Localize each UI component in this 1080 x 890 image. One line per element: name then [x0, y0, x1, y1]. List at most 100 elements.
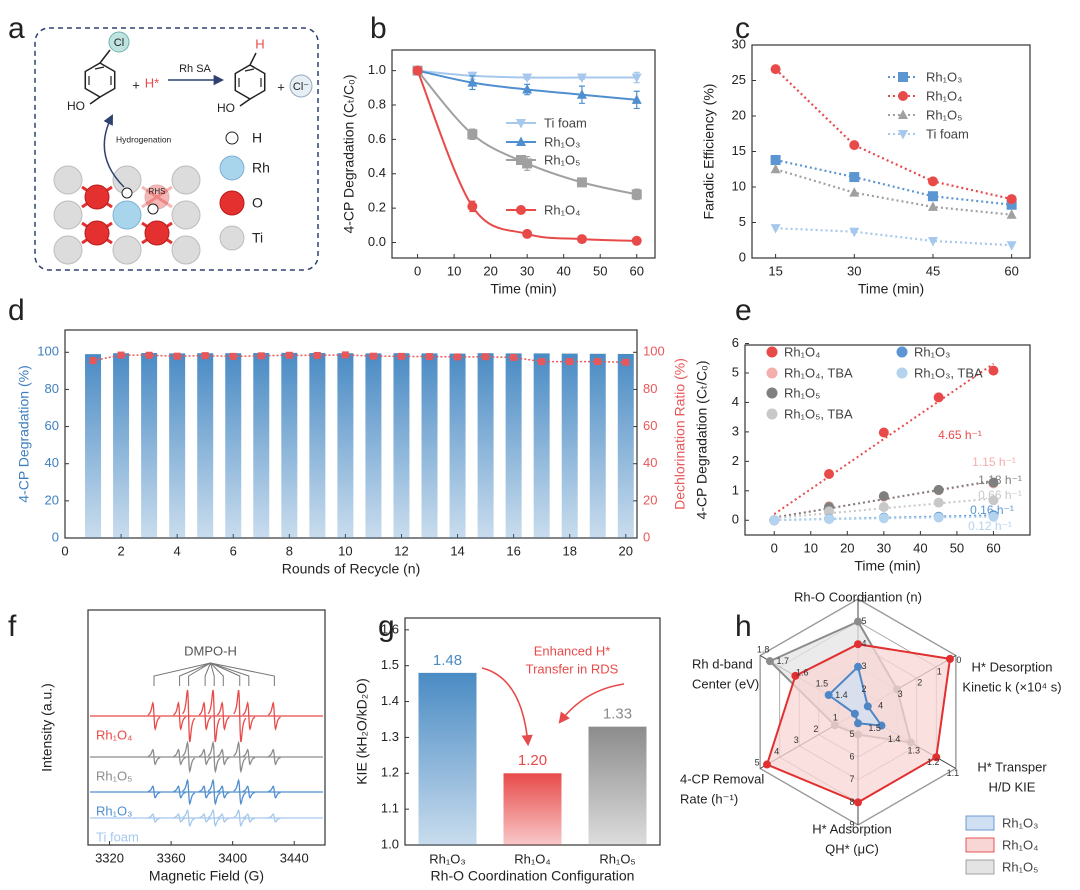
radar-point — [854, 662, 862, 671]
epr-peak — [267, 701, 281, 731]
legend-label: Rh₁O₃ — [914, 344, 950, 359]
y-tick-label: 1.2 — [381, 765, 399, 780]
x-axis-label: Time (min) — [858, 281, 924, 297]
epr-peak — [242, 785, 256, 799]
marker — [896, 346, 908, 358]
ti-atom — [53, 200, 83, 230]
x-tick-label: 40 — [556, 263, 570, 278]
marker — [426, 353, 434, 361]
y-tick-label: 80 — [45, 381, 59, 396]
epr-peak — [233, 689, 247, 743]
legend-label: Rh₁O₄, TBA — [784, 365, 853, 380]
bar — [477, 353, 494, 538]
y-tick-label: 30 — [732, 36, 746, 51]
radar-tick-label: 6 — [861, 593, 866, 603]
marker — [631, 189, 642, 200]
legend-label: Rh₁O₃ — [926, 69, 962, 84]
atom-label: H — [255, 36, 264, 51]
legend-label: Rh₁O₃ — [1002, 815, 1038, 830]
o-atom — [84, 184, 110, 210]
x-tick-label: 50 — [593, 263, 607, 278]
bond — [239, 98, 251, 107]
marker — [467, 201, 478, 212]
legend-label: Rh₁O₅ — [1002, 859, 1038, 874]
legend-swatch — [219, 190, 245, 216]
rate-label: 0.12 h⁻¹ — [968, 519, 1012, 533]
ti-atom — [171, 235, 201, 265]
radar-tick-label: 1.5 — [868, 723, 881, 733]
hydrogenation-arrow — [103, 114, 125, 188]
epr-peak — [216, 701, 230, 731]
o-atom — [144, 220, 170, 246]
o-atom — [84, 220, 110, 246]
plot-frame — [87, 609, 326, 846]
epr-peak — [147, 785, 161, 799]
series-line — [92, 354, 626, 364]
annotation-line — [210, 662, 224, 686]
annotation-line — [210, 662, 241, 686]
panel-h: h 2 3 4 5 6 4 3 2 1 0 1.5 1.4 1.3 1.2 1.1 5 6 7 8 9 1 2 3 4 5 1.4 1… — [680, 589, 1062, 874]
legend-label: Rh₁O₅, TBA — [784, 406, 853, 421]
series-line — [775, 227, 1012, 247]
marker — [510, 353, 518, 361]
radar-tick-label: 5 — [755, 758, 760, 768]
radar-axis-label: H* Desorption — [972, 659, 1053, 674]
value-label: 1.20 — [518, 752, 547, 769]
y2-tick-label: 40 — [643, 455, 657, 470]
legend-label: H — [252, 130, 262, 146]
epr-peak — [217, 813, 230, 823]
panel-c: c 15 30 45 60 0 5 10 15 20 25 30 Time (min) Faradic E… — [701, 12, 1031, 297]
panel-letter: f — [8, 610, 17, 643]
radar-point — [854, 798, 862, 807]
marker — [898, 109, 908, 119]
y-tick-label: 2 — [732, 453, 739, 468]
y-axis-label: 4-CP Degradation (Cₜ/C₀) — [694, 360, 710, 519]
radar-point — [854, 617, 862, 626]
legend-label: Rh₁O₃ — [544, 134, 580, 149]
series-label: Ti foam — [96, 829, 139, 844]
bar — [418, 672, 477, 845]
legend-label: Rh₁O₄ — [784, 344, 820, 359]
radar-axis-label: H* Transper — [977, 759, 1047, 774]
radar-axis-label: H/D KIE — [989, 779, 1036, 794]
radar-tick-label: 4 — [861, 639, 866, 649]
bar — [309, 353, 326, 538]
bar — [365, 353, 382, 538]
y-tick-label: 1.6 — [381, 621, 399, 636]
epr-peak — [147, 701, 161, 731]
marker — [257, 352, 265, 360]
chloride-ion — [289, 74, 313, 98]
radar-tick-label: 1 — [937, 666, 942, 676]
rate-label: 4.65 h⁻¹ — [938, 428, 982, 442]
bar — [503, 773, 562, 845]
radar-axis-label: Center (eV) — [692, 676, 759, 691]
y-tick-label: 20 — [45, 492, 59, 507]
y-tick-label: 1.0 — [368, 62, 386, 77]
bar — [85, 354, 102, 538]
marker — [313, 351, 321, 359]
x-tick-label: Rh₁O₄ — [514, 851, 550, 866]
bar — [337, 353, 354, 538]
fit-line — [774, 515, 994, 522]
y-tick-label: 0.2 — [368, 200, 386, 215]
bond — [99, 49, 111, 64]
atom-label: Cl — [114, 37, 124, 49]
panel-letter: b — [370, 12, 387, 45]
marker — [878, 491, 889, 502]
bar — [617, 353, 634, 538]
marker — [594, 358, 602, 366]
y-tick-label: 60 — [45, 418, 59, 433]
marker — [878, 502, 889, 513]
radar-tick-label: 2 — [917, 678, 922, 688]
y-axis-label: 4-CP Degradation (%) — [16, 365, 32, 502]
radar-tick-label: 1.2 — [927, 757, 940, 767]
marker — [631, 235, 642, 246]
legend-label: Rh₁O₄ — [544, 202, 580, 217]
marker — [397, 352, 405, 360]
epr-peak — [268, 813, 281, 823]
marker — [766, 346, 778, 358]
x-tick-label: 3320 — [95, 850, 124, 865]
marker — [898, 91, 908, 101]
marker — [631, 94, 642, 104]
